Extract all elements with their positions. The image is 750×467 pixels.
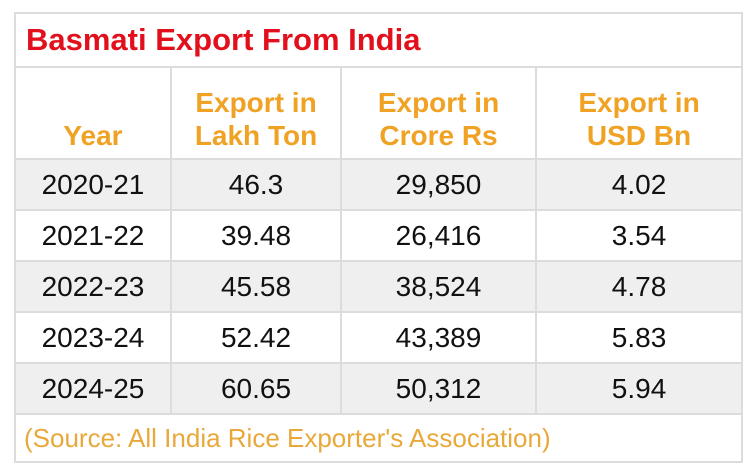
source-note: (Source: All India Rice Exporter's Assoc… — [13, 413, 744, 463]
cell-year: 2022-23 — [14, 260, 172, 313]
table-row: 2021-22 39.48 26,416 3.54 — [14, 209, 744, 262]
cell-crore-rs: 29,850 — [340, 158, 537, 211]
header-line: Crore Rs — [379, 120, 498, 151]
cell-usd-bn: 4.78 — [534, 260, 744, 313]
cell-year: 2024-25 — [14, 362, 172, 415]
table-row: 2024-25 60.65 50,312 5.94 — [14, 362, 744, 415]
header-line: Export in — [377, 87, 500, 118]
header-line: Export in — [578, 87, 700, 118]
cell-year: 2020-21 — [14, 158, 172, 211]
table-row: 2020-21 46.3 29,850 4.02 — [14, 158, 744, 211]
table-title: Basmati Export From India — [13, 12, 744, 68]
cell-lakh-ton: 46.3 — [170, 158, 342, 211]
header-line: Lakh Ton — [194, 120, 318, 151]
header-line: Export in — [195, 87, 317, 118]
cell-crore-rs: 38,524 — [340, 260, 537, 313]
cell-crore-rs: 26,416 — [340, 209, 537, 262]
table-row: 2023-24 52.42 43,389 5.83 — [14, 311, 744, 364]
cell-usd-bn: 3.54 — [534, 209, 744, 262]
header-lakh-ton: Export in Lakh Ton — [170, 66, 342, 160]
cell-lakh-ton: 45.58 — [170, 260, 342, 313]
cell-lakh-ton: 60.65 — [170, 362, 342, 415]
header-year: Year — [14, 66, 172, 160]
cell-year: 2023-24 — [14, 311, 172, 364]
header-line: USD Bn — [586, 120, 692, 151]
cell-usd-bn: 5.83 — [534, 311, 744, 364]
basmati-export-table: Basmati Export From India Year Export in L… — [13, 12, 744, 463]
cell-lakh-ton: 39.48 — [170, 209, 342, 262]
cell-usd-bn: 4.02 — [534, 158, 744, 211]
header-line: Year — [63, 120, 123, 151]
cell-usd-bn: 5.94 — [534, 362, 744, 415]
cell-crore-rs: 50,312 — [340, 362, 537, 415]
table-row: 2022-23 45.58 38,524 4.78 — [14, 260, 744, 313]
cell-crore-rs: 43,389 — [340, 311, 537, 364]
header-crore-rs: Export in Crore Rs — [340, 66, 537, 160]
header-usd-bn: Export in USD Bn — [534, 66, 744, 160]
cell-year: 2021-22 — [14, 209, 172, 262]
cell-lakh-ton: 52.42 — [170, 311, 342, 364]
